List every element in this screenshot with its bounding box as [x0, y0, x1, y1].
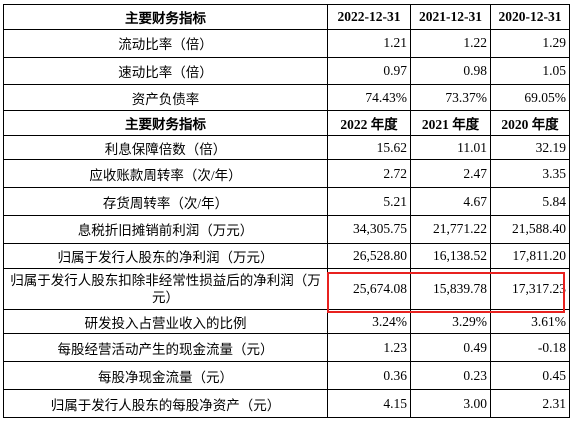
header-row-balance: 主要财务指标 2022-12-31 2021-12-31 2020-12-31	[3, 4, 570, 30]
cell-value: 0.23	[410, 361, 491, 391]
cell-value: 69.05%	[490, 84, 570, 112]
header-year: 2021-12-31	[410, 4, 491, 30]
cell-value: 3.61%	[490, 308, 570, 335]
cell-value: 32.19	[490, 134, 570, 161]
cell-value: 73.37%	[410, 84, 491, 112]
cell-value: 3.24%	[327, 308, 411, 335]
cell-value: 1.21	[327, 28, 411, 58]
row-label: 每股经营活动产生的现金流量（元）	[3, 333, 328, 363]
header-row-annual: 主要财务指标 2022 年度 2021 年度 2020 年度	[3, 110, 570, 136]
table-row: 每股净现金流量（元） 0.36 0.23 0.45	[3, 361, 570, 391]
financial-indicators-table: 主要财务指标 2022-12-31 2021-12-31 2020-12-31 …	[3, 4, 570, 418]
table-row: 每股经营活动产生的现金流量（元） 1.23 0.49 -0.18	[3, 333, 570, 363]
table-row: 流动比率（倍） 1.21 1.22 1.29	[3, 28, 570, 58]
header-label: 主要财务指标	[3, 4, 328, 30]
row-label: 研发投入占营业收入的比例	[3, 308, 328, 335]
cell-value: 1.23	[327, 333, 411, 363]
table-row: 息税折旧摊销前利润（万元） 34,305.75 21,771.22 21,588…	[3, 215, 570, 244]
cell-value: 15,839.78	[410, 267, 491, 310]
cell-value: 17,811.20	[490, 242, 570, 269]
row-label: 息税折旧摊销前利润（万元）	[3, 215, 328, 244]
header-year: 2022 年度	[327, 110, 411, 136]
cell-value: 2.31	[490, 389, 570, 418]
row-label: 每股净现金流量（元）	[3, 361, 328, 391]
cell-value: 26,528.80	[327, 242, 411, 269]
header-year: 2021 年度	[410, 110, 491, 136]
cell-value: 25,674.08	[327, 267, 411, 310]
header-year: 2022-12-31	[327, 4, 411, 30]
cell-value: 16,138.52	[410, 242, 491, 269]
table-row: 速动比率（倍） 0.97 0.98 1.05	[3, 56, 570, 86]
table-row-highlighted: 归属于发行人股东扣除非经常性损益后的净利润（万元） 25,674.08 15,8…	[3, 267, 570, 310]
table-row: 存货周转率（次/年） 5.21 4.67 5.84	[3, 187, 570, 217]
header-year: 2020 年度	[490, 110, 570, 136]
cell-value: 0.49	[410, 333, 491, 363]
cell-value: 5.21	[327, 187, 411, 217]
row-label: 利息保障倍数（倍）	[3, 134, 328, 161]
header-label: 主要财务指标	[3, 110, 328, 136]
cell-value: 1.05	[490, 56, 570, 86]
row-label: 资产负债率	[3, 84, 328, 112]
table-row: 归属于发行人股东的净利润（万元） 26,528.80 16,138.52 17,…	[3, 242, 570, 269]
cell-value: 74.43%	[327, 84, 411, 112]
cell-value: 21,771.22	[410, 215, 491, 244]
cell-value: 11.01	[410, 134, 491, 161]
cell-value: 2.47	[410, 159, 491, 189]
cell-value: 4.67	[410, 187, 491, 217]
cell-value: 34,305.75	[327, 215, 411, 244]
header-year: 2020-12-31	[490, 4, 570, 30]
cell-value: 0.45	[490, 361, 570, 391]
row-label: 流动比率（倍）	[3, 28, 328, 58]
row-label: 存货周转率（次/年）	[3, 187, 328, 217]
row-label: 速动比率（倍）	[3, 56, 328, 86]
cell-value: 1.29	[490, 28, 570, 58]
table-row: 应收账款周转率（次/年） 2.72 2.47 3.35	[3, 159, 570, 189]
table-row: 归属于发行人股东的每股净资产（元） 4.15 3.00 2.31	[3, 389, 570, 418]
cell-value: 0.97	[327, 56, 411, 86]
row-label: 归属于发行人股东扣除非经常性损益后的净利润（万元）	[3, 267, 328, 310]
row-label: 归属于发行人股东的净利润（万元）	[3, 242, 328, 269]
cell-value: 3.00	[410, 389, 491, 418]
cell-value: -0.18	[490, 333, 570, 363]
cell-value: 5.84	[490, 187, 570, 217]
row-label: 应收账款周转率（次/年）	[3, 159, 328, 189]
cell-value: 3.29%	[410, 308, 491, 335]
table-row: 利息保障倍数（倍） 15.62 11.01 32.19	[3, 134, 570, 161]
cell-value: 1.22	[410, 28, 491, 58]
table-row: 资产负债率 74.43% 73.37% 69.05%	[3, 84, 570, 112]
cell-value: 4.15	[327, 389, 411, 418]
cell-value: 3.35	[490, 159, 570, 189]
cell-value: 21,588.40	[490, 215, 570, 244]
table-row: 研发投入占营业收入的比例 3.24% 3.29% 3.61%	[3, 308, 570, 335]
cell-value: 0.98	[410, 56, 491, 86]
row-label: 归属于发行人股东的每股净资产（元）	[3, 389, 328, 418]
cell-value: 17,317.23	[490, 267, 570, 310]
cell-value: 15.62	[327, 134, 411, 161]
cell-value: 0.36	[327, 361, 411, 391]
cell-value: 2.72	[327, 159, 411, 189]
